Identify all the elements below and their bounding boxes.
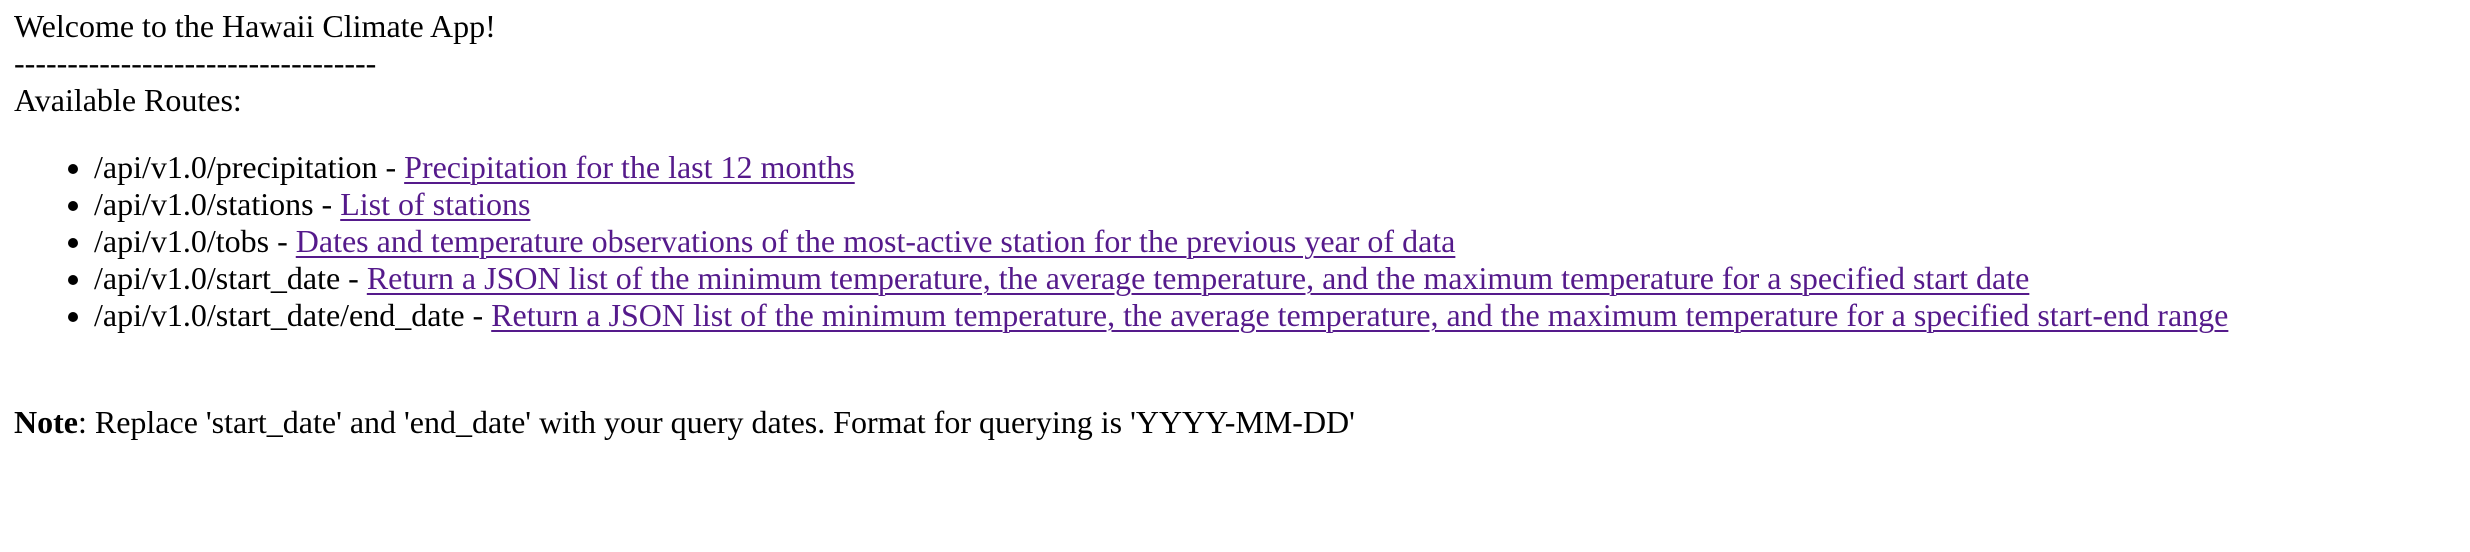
note-label: Note xyxy=(14,404,78,440)
precipitation-link[interactable]: Precipitation for the last 12 months xyxy=(404,149,855,185)
page-title: Welcome to the Hawaii Climate App! xyxy=(14,8,496,44)
route-path: /api/v1.0/start_date/end_date xyxy=(94,297,465,333)
page: Welcome to the Hawaii Climate App! -----… xyxy=(0,0,2470,441)
start-end-date-link[interactable]: Return a JSON list of the minimum temper… xyxy=(491,297,2229,333)
separator-line: ---------------------------------- xyxy=(14,45,377,81)
route-path: /api/v1.0/tobs xyxy=(94,223,270,259)
route-path: /api/v1.0/stations xyxy=(94,186,314,222)
start-date-link[interactable]: Return a JSON list of the minimum temper… xyxy=(366,260,2030,296)
stations-link[interactable]: List of stations xyxy=(340,186,531,222)
tobs-link[interactable]: Dates and temperature observations of th… xyxy=(295,223,1456,259)
route-path: /api/v1.0/precipitation xyxy=(94,149,378,185)
route-path: /api/v1.0/start_date xyxy=(94,260,341,296)
route-separator: - xyxy=(313,186,341,222)
list-item-start-date: /api/v1.0/start_date - Return a JSON lis… xyxy=(94,260,2470,297)
note-paragraph: Note: Replace 'start_date' and 'end_date… xyxy=(14,404,2470,441)
list-item-start-end-date: /api/v1.0/start_date/end_date - Return a… xyxy=(94,297,2470,334)
route-separator: - xyxy=(377,149,405,185)
list-item-stations: /api/v1.0/stations - List of stations xyxy=(94,186,2470,223)
route-separator: - xyxy=(269,223,296,259)
route-separator: - xyxy=(340,260,367,296)
list-item-tobs: /api/v1.0/tobs - Dates and temperature o… xyxy=(94,223,2470,260)
route-separator: - xyxy=(464,297,492,333)
note-text: : Replace 'start_date' and 'end_date' wi… xyxy=(77,404,1355,440)
routes-heading: Available Routes: xyxy=(14,82,242,118)
routes-list: /api/v1.0/precipitation - Precipitation … xyxy=(14,149,2470,334)
list-item-precipitation: /api/v1.0/precipitation - Precipitation … xyxy=(94,149,2470,186)
